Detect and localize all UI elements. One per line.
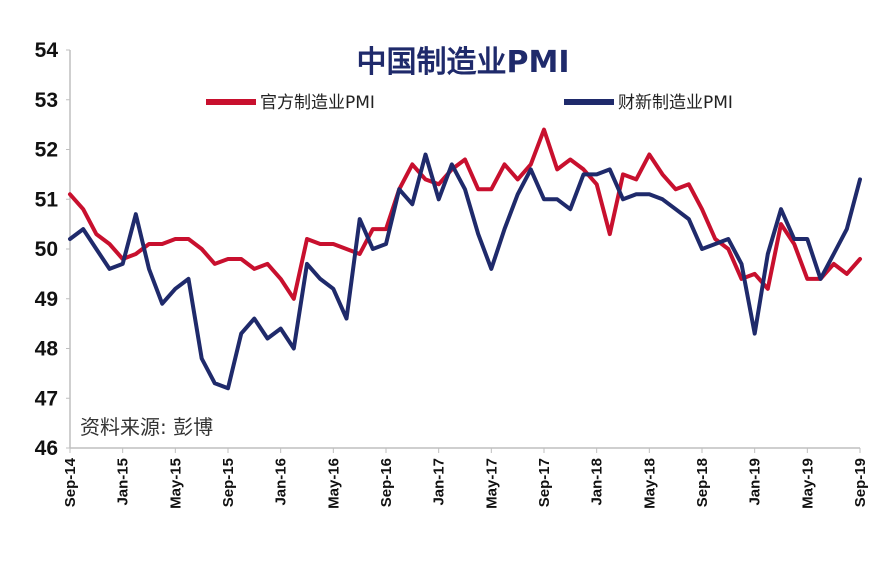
series-line-caixin-pmi (68, 152, 862, 391)
x-tick-label: Sep-17 (536, 458, 553, 507)
y-axis-ticks: 46 47 48 49 50 51 52 53 54 (35, 39, 70, 460)
x-tick-label: Sep-19 (852, 458, 869, 507)
x-tick-label: Sep-15 (220, 458, 237, 507)
y-tick-label: 47 (35, 387, 58, 410)
x-tick-label: May-16 (325, 458, 342, 509)
source-note: 资料来源: 彭博 (80, 415, 213, 439)
x-tick-label: Jan-16 (273, 458, 290, 506)
x-tick-label: Sep-14 (62, 457, 79, 507)
x-tick-label: May-17 (483, 458, 500, 509)
legend-label-official: 官方制造业PMI (260, 93, 375, 113)
series-line-official-pmi (68, 127, 862, 301)
x-tick-label: Jan-19 (747, 458, 764, 506)
x-tick-label: Sep-18 (694, 458, 711, 507)
x-tick-label: May-19 (799, 458, 816, 509)
x-tick-label: Sep-16 (378, 458, 395, 507)
x-tick-label: May-15 (167, 458, 184, 509)
y-tick-label: 49 (35, 288, 58, 311)
y-tick-label: 50 (35, 238, 58, 261)
legend: 官方制造业PMI 财新制造业PMI (206, 93, 733, 113)
y-tick-label: 52 (35, 139, 58, 162)
x-tick-label: Jan-17 (431, 458, 448, 506)
axes (69, 50, 860, 449)
y-tick-label: 48 (35, 338, 59, 361)
y-tick-label: 51 (35, 188, 59, 211)
x-axis-ticks: Sep-14 Jan-15 May-15 Sep-15 Jan-16 May-16 Sep-… (62, 448, 869, 509)
x-tick-label: Jan-18 (589, 458, 606, 506)
y-tick-label: 53 (35, 89, 58, 112)
x-tick-label: Jan-15 (115, 458, 132, 506)
x-tick-label: May-18 (641, 458, 658, 509)
chart-title: 中国制造业PMI (356, 45, 569, 80)
series-lines (68, 127, 862, 391)
legend-label-caixin: 财新制造业PMI (618, 93, 733, 113)
y-tick-label: 46 (35, 437, 58, 460)
y-tick-label: 54 (35, 39, 59, 62)
